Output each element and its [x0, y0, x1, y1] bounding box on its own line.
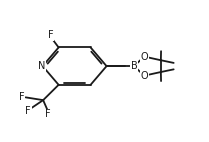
Text: F: F [25, 106, 31, 116]
Text: O: O [140, 71, 148, 81]
Text: F: F [19, 92, 25, 102]
Text: F: F [46, 109, 51, 119]
Text: B: B [131, 61, 137, 71]
Text: F: F [48, 30, 54, 40]
Text: N: N [38, 61, 45, 71]
Text: O: O [140, 52, 148, 62]
